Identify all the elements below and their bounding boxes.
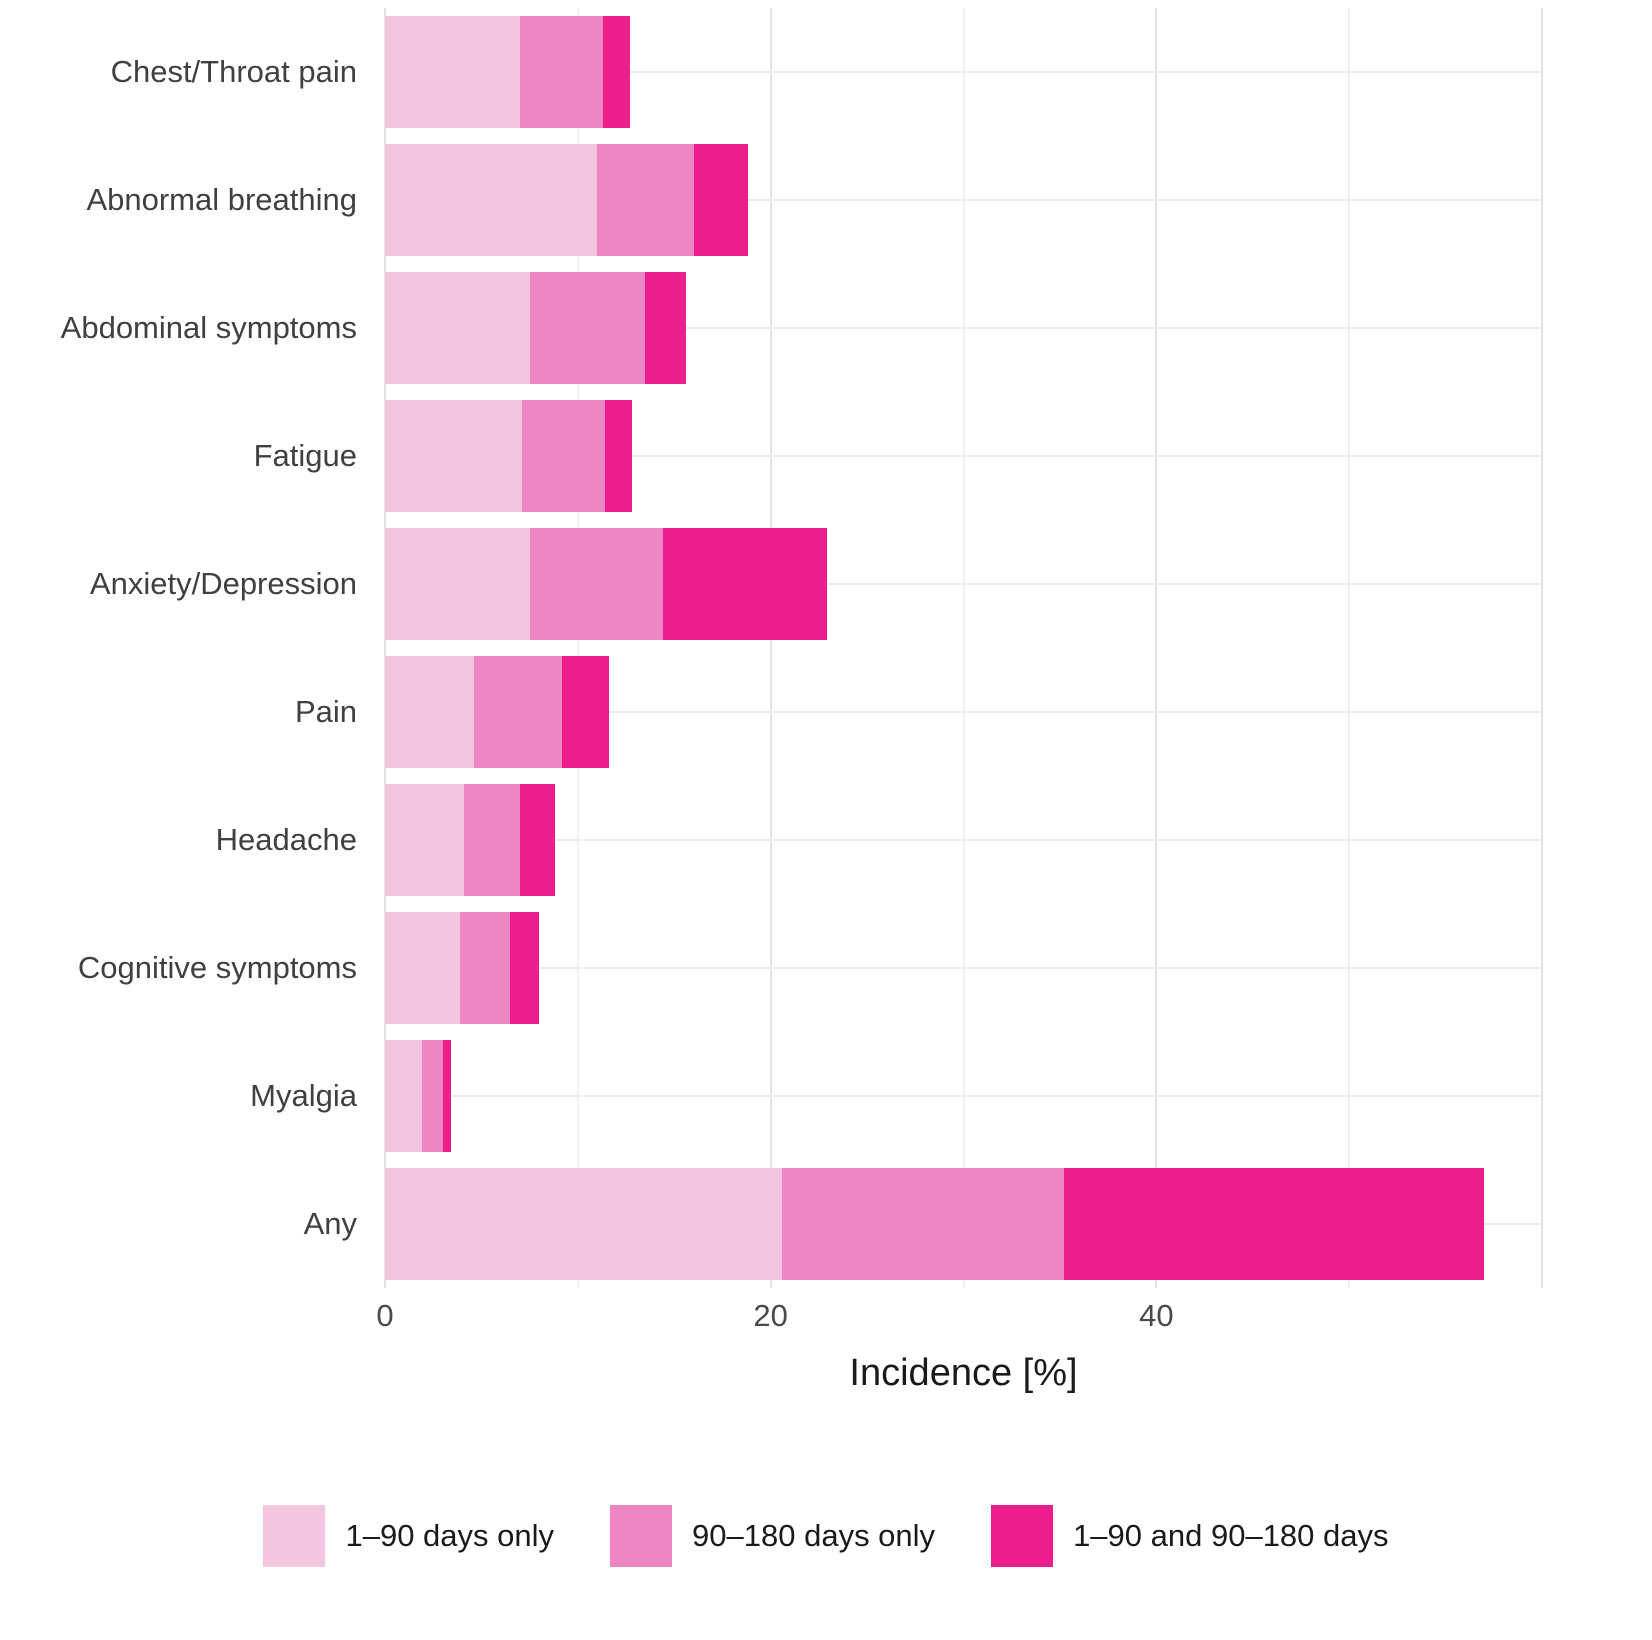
bar-segment-90-180-days-only — [421, 1040, 443, 1152]
bar-track — [385, 392, 1542, 520]
bar-segment-1-90-and-90-180-days — [519, 784, 555, 896]
x-axis: 0 20 40 — [376, 1298, 1542, 1338]
stacked-bar-abdominal-symptoms — [385, 272, 1542, 384]
bar-segment-1-90-days-only — [385, 16, 520, 128]
bar-segment-1-90-days-only — [385, 912, 461, 1024]
gridline-major-40 — [1155, 8, 1158, 1288]
bar-rows: Chest/Throat pain Abnormal breathing Abdom… — [0, 8, 1652, 1288]
bar-track — [385, 1032, 1542, 1160]
bar-segment-1-90-and-90-180-days — [442, 1040, 451, 1152]
bar-segment-1-90-and-90-180-days — [510, 912, 540, 1024]
stacked-bar-myalgia — [385, 1040, 1542, 1152]
bar-segment-1-90-days-only — [385, 1168, 783, 1280]
legend-swatch-1-90-and-90-180-days — [991, 1505, 1054, 1567]
legend-item-1-90-and-90-180-days: 1–90 and 90–180 days — [991, 1505, 1389, 1567]
bar-row-abdominal-symptoms: Abdominal symptoms — [0, 264, 1652, 392]
bar-segment-1-90-and-90-180-days — [604, 400, 632, 512]
bar-segment-1-90-days-only — [385, 400, 522, 512]
stacked-bar-chest-throat-pain — [385, 16, 1542, 128]
bar-row-headache: Headache — [0, 776, 1652, 904]
x-tick-label-20: 20 — [753, 1298, 788, 1333]
bar-segment-1-90-and-90-180-days — [693, 144, 748, 256]
y-axis-label-cognitive-symptoms: Cognitive symptoms — [77, 950, 357, 986]
bar-segment-1-90-days-only — [385, 1040, 422, 1152]
bar-row-pain: Pain — [0, 648, 1652, 776]
bar-track — [385, 1160, 1542, 1288]
x-tick-label-40: 40 — [1139, 1298, 1174, 1333]
stacked-bar-headache — [385, 784, 1542, 896]
bar-track — [385, 904, 1542, 1032]
bar-track — [385, 264, 1542, 392]
legend-label-1-90-and-90-180-days: 1–90 and 90–180 days — [1073, 1518, 1389, 1553]
legend-swatch-1-90-days-only — [263, 1505, 326, 1567]
y-axis-label-any: Any — [303, 1206, 357, 1242]
gridline-minor-30 — [962, 8, 965, 1288]
gridline-major-20 — [769, 8, 772, 1288]
bar-segment-90-180-days-only — [460, 912, 511, 1024]
bar-segment-1-90-days-only — [385, 272, 530, 384]
bar-row-myalgia: Myalgia — [0, 1032, 1652, 1160]
y-axis-label-anxiety-depression: Anxiety/Depression — [89, 566, 357, 602]
bar-segment-90-180-days-only — [782, 1168, 1064, 1280]
y-axis-label-fatigue: Fatigue — [253, 438, 357, 474]
bar-track — [385, 648, 1542, 776]
y-axis-label-abdominal-symptoms: Abdominal symptoms — [60, 310, 357, 346]
x-axis-title: Incidence [%] — [849, 1352, 1078, 1394]
stacked-bar-cognitive-symptoms — [385, 912, 1542, 1024]
stacked-bar-anxiety-depression — [385, 528, 1542, 640]
legend-item-90-180-days-only: 90–180 days only — [610, 1505, 935, 1567]
legend-swatch-90-180-days-only — [610, 1505, 673, 1567]
bar-track — [385, 520, 1542, 648]
bar-row-fatigue: Fatigue — [0, 392, 1652, 520]
bar-track — [385, 776, 1542, 904]
stacked-bar-abnormal-breathing — [385, 144, 1542, 256]
bar-segment-1-90-days-only — [385, 528, 530, 640]
gridline-minor-10 — [576, 8, 579, 1288]
bar-segment-90-180-days-only — [473, 656, 563, 768]
bar-segment-90-180-days-only — [597, 144, 694, 256]
bar-segment-1-90-and-90-180-days — [645, 272, 686, 384]
bar-track — [385, 136, 1542, 264]
y-axis-label-pain: Pain — [294, 694, 357, 730]
bar-segment-90-180-days-only — [529, 272, 646, 384]
bar-row-abnormal-breathing: Abnormal breathing — [0, 136, 1652, 264]
stacked-bar-fatigue — [385, 400, 1542, 512]
bar-segment-1-90-days-only — [385, 144, 598, 256]
bar-segment-90-180-days-only — [529, 528, 663, 640]
bar-row-cognitive-symptoms: Cognitive symptoms — [0, 904, 1652, 1032]
legend-item-1-90-days-only: 1–90 days only — [263, 1505, 554, 1567]
bar-segment-1-90-and-90-180-days — [1063, 1168, 1485, 1280]
stacked-bar-any — [385, 1168, 1542, 1280]
gridlines — [384, 8, 1543, 1288]
bar-segment-90-180-days-only — [464, 784, 520, 896]
bar-row-chest-throat-pain: Chest/Throat pain — [0, 8, 1652, 136]
y-axis-label-headache: Headache — [215, 822, 357, 858]
legend-label-1-90-days-only: 1–90 days only — [345, 1518, 555, 1553]
bar-segment-1-90-and-90-180-days — [602, 16, 630, 128]
gridline-major-60 — [1541, 8, 1543, 1288]
bar-segment-1-90-and-90-180-days — [662, 528, 827, 640]
y-axis-label-chest-throat-pain: Chest/Throat pain — [110, 54, 357, 90]
bar-row-any: Any — [0, 1160, 1652, 1288]
y-axis-label-myalgia: Myalgia — [250, 1078, 357, 1114]
bar-segment-1-90-and-90-180-days — [562, 656, 609, 768]
bar-segment-90-180-days-only — [521, 400, 605, 512]
y-axis-label-abnormal-breathing: Abnormal breathing — [86, 182, 357, 218]
bar-segment-90-180-days-only — [519, 16, 603, 128]
gridline-minor-50 — [1348, 8, 1351, 1288]
bar-row-anxiety-depression: Anxiety/Depression — [0, 520, 1652, 648]
bar-segment-1-90-days-only — [385, 656, 474, 768]
bar-track — [385, 8, 1542, 136]
legend-label-90-180-days-only: 90–180 days only — [692, 1518, 936, 1553]
stacked-bar-pain — [385, 656, 1542, 768]
x-tick-label-0: 0 — [376, 1298, 394, 1333]
bar-segment-1-90-days-only — [385, 784, 465, 896]
legend: 1–90 days only 90–180 days only 1–90 and 9… — [0, 1505, 1652, 1567]
gridline-major-0 — [384, 8, 386, 1288]
